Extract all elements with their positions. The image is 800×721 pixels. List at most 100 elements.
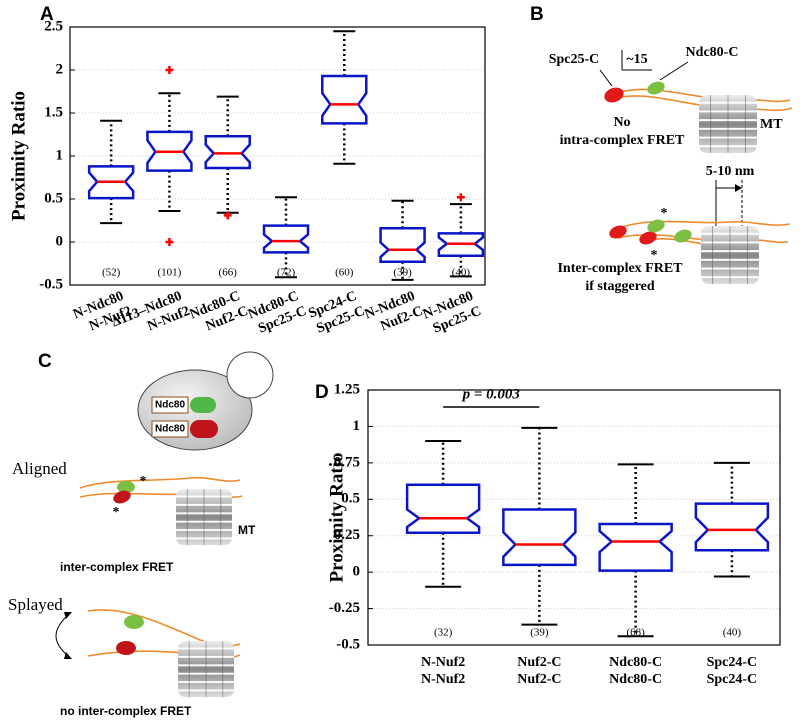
pointer [659, 61, 689, 81]
red-fluor [116, 641, 136, 655]
panel-b: B Spc25-C ~15 Ndc80-C MT No intra-comple… [530, 4, 793, 294]
y-tick-label: -0.5 [39, 276, 63, 292]
n-label: (32) [434, 627, 453, 639]
label: ~15 [626, 52, 647, 67]
green-fluor [647, 81, 665, 95]
x-tick-label: Nuf2-C [517, 672, 561, 687]
box [151, 420, 189, 438]
x-tick-label: Spc24-C [707, 672, 758, 687]
arrow-head [735, 184, 742, 192]
arrow [55, 614, 69, 657]
box [598, 522, 673, 572]
plot-frame [367, 389, 781, 646]
y-tick-label: 1 [56, 147, 64, 163]
label: MT [760, 117, 783, 132]
x-tick-label: Ndc80-C [609, 655, 662, 670]
outlier [223, 211, 232, 220]
box [379, 226, 426, 264]
plot-frame [69, 26, 486, 286]
label: Aligned [12, 459, 67, 478]
n-label: (68) [626, 627, 645, 639]
y-tick-label: -0.25 [329, 600, 360, 616]
green-fluor [117, 481, 135, 493]
box [204, 134, 251, 170]
box [694, 502, 770, 552]
asterisk: * [140, 474, 147, 489]
pointer [599, 69, 613, 87]
x-tick-label: N-Nuf2 [421, 672, 465, 687]
x-tick-label: Ndc80-C [609, 672, 662, 687]
green-fluor [124, 615, 144, 629]
x-tick-label: N-Nuf2 [421, 655, 465, 670]
box [321, 74, 368, 125]
red-fluor [190, 420, 218, 438]
label: No [613, 115, 630, 130]
label: Inter-complex FRET [557, 261, 683, 276]
box [502, 508, 577, 567]
label: Splayed [8, 595, 63, 614]
y-tick-label: 0 [353, 564, 361, 580]
panel-c: C Ndc80 Ndc80 Aligned * * MT inter-compl… [8, 351, 274, 718]
n-label: (39) [530, 627, 549, 639]
y-tick-label: 1 [353, 418, 361, 434]
n-label: (40) [723, 627, 742, 639]
label: 5-10 nm [706, 164, 755, 179]
panel-label: A [40, 4, 54, 25]
red-fluor [113, 490, 131, 504]
red-fluor [604, 87, 624, 103]
label: intra-complex FRET [560, 133, 685, 148]
microtubule [698, 95, 758, 153]
y-tick-label: 0.5 [44, 190, 63, 206]
y-tick-label: 1.25 [334, 381, 360, 397]
y-tick-label: 0.25 [334, 527, 360, 543]
y-axis-label: Proximity Ratio [326, 453, 347, 583]
microtubule [700, 226, 760, 284]
y-axis-label: Proximity Ratio [8, 91, 29, 221]
red-fluor [609, 225, 627, 239]
outlier [456, 193, 465, 202]
y-tick-label: 2.5 [44, 18, 63, 34]
arrow-head [64, 612, 72, 659]
y-tick-label: 0 [56, 233, 64, 249]
label: MT [238, 523, 256, 537]
x-tick-label: Nuf2-C [517, 655, 561, 670]
asterisk: * [113, 505, 120, 520]
label: Ndc80-C [686, 45, 739, 60]
y-tick-label: -0.5 [336, 636, 360, 652]
n-label: (66) [219, 267, 238, 279]
y-tick-label: 1.5 [44, 104, 63, 120]
n-label: (72) [277, 267, 296, 279]
label: no inter-complex FRET [60, 704, 192, 718]
label: if staggered [585, 279, 655, 294]
box [262, 224, 310, 254]
green-fluor [647, 219, 665, 233]
label: Ndc80 [155, 400, 185, 411]
outlier [165, 66, 174, 74]
y-tick-label: 0.75 [334, 454, 360, 470]
green-fluor [190, 397, 216, 413]
asterisk: * [661, 206, 668, 221]
n-label: (39) [393, 267, 412, 279]
n-label: (40) [452, 267, 471, 279]
n-label: (60) [335, 267, 354, 279]
outlier [165, 238, 174, 246]
green-fluor [674, 229, 692, 243]
panel-label: C [38, 351, 52, 372]
asterisk: * [651, 248, 658, 263]
n-label: (52) [102, 267, 121, 279]
annotation: p = 0.003 [461, 386, 521, 402]
panel-label: D [315, 382, 329, 403]
y-tick-label: 2 [56, 61, 64, 77]
box [405, 483, 481, 535]
microtubule [176, 488, 232, 546]
y-tick-label: 0.5 [341, 491, 360, 507]
x-tick-label: Spc24-C [707, 655, 758, 670]
microtubule [178, 640, 234, 698]
bud [226, 351, 274, 399]
panel-label: B [530, 4, 544, 25]
red-fluor [639, 231, 657, 245]
label: inter-complex FRET [60, 560, 174, 574]
box [151, 396, 189, 414]
label: Ndc80 [155, 424, 185, 435]
